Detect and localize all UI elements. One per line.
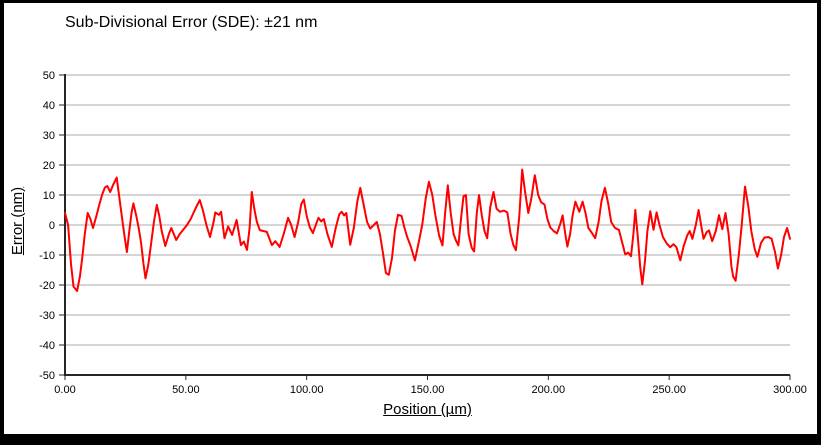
y-tick-label: -10	[39, 250, 55, 262]
x-tick-label: 300.00	[773, 384, 807, 396]
x-tick-label: 200.00	[532, 384, 566, 396]
y-tick-label: -40	[39, 340, 55, 352]
y-tick-label: 30	[43, 130, 55, 142]
x-axis-label: Position (µm)	[383, 401, 472, 418]
y-tick-label: -30	[39, 310, 55, 322]
y-tick-label: 10	[43, 190, 55, 202]
x-tick-label: 250.00	[652, 384, 686, 396]
y-tick-label: 20	[43, 160, 55, 172]
x-tick-label: 100.00	[290, 384, 324, 396]
x-tick-label: 150.00	[411, 384, 445, 396]
y-tick-label: 40	[43, 100, 55, 112]
chart-title: Sub-Divisional Error (SDE): ±21 nm	[65, 14, 318, 31]
error-trace	[64, 168, 791, 292]
y-tick-label: -50	[39, 370, 55, 382]
sde-line-chart: 50 40 30 20 10 0 -10 -20 -30 -40 -50 0.00 50.00 100.0…	[39, 70, 807, 396]
y-tick-label: -20	[39, 280, 55, 292]
x-tick-label: 0.00	[54, 384, 75, 396]
y-tick-label: 0	[49, 220, 55, 232]
y-tick-label: 50	[43, 70, 55, 82]
x-tick-label: 50.00	[172, 384, 200, 396]
